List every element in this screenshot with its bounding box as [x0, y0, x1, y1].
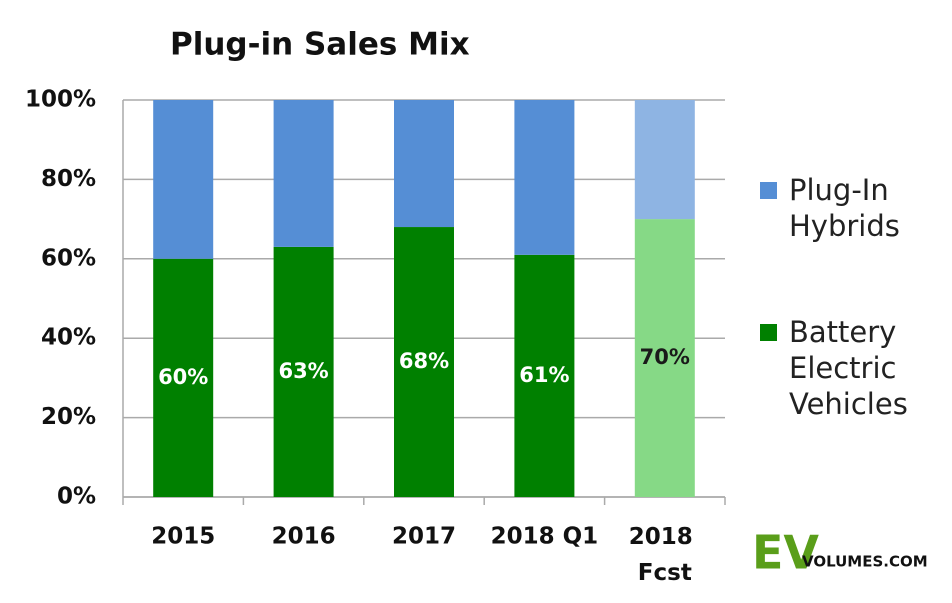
bar-segment: [634, 219, 695, 497]
y-tick-label: 60%: [41, 245, 96, 271]
x-tick-label: 2015: [151, 524, 215, 550]
data-label: 61%: [519, 363, 569, 387]
chart-title: Plug-in Sales Mix: [170, 27, 470, 63]
x-tick-label: 2018 Q1: [491, 524, 599, 550]
x-tick-label: 2016: [272, 524, 336, 550]
data-label: 60%: [158, 365, 208, 389]
bar-segment: [273, 100, 334, 247]
y-tick-label: 0%: [57, 484, 96, 510]
y-tick-label: 40%: [41, 325, 96, 351]
bar-segment: [514, 254, 575, 497]
legend-label: Battery Electric Vehicles: [789, 315, 908, 421]
bar-segment: [634, 100, 695, 220]
x-tick-label: 2018 Fcst: [629, 524, 701, 586]
legend-swatch: [760, 324, 777, 341]
data-label: 70%: [640, 345, 690, 369]
bar-segment: [514, 100, 575, 255]
bar-segment: [394, 227, 454, 498]
y-tick-label: 20%: [41, 404, 96, 430]
logo-ev: EV: [752, 526, 819, 580]
x-tick-label: 2017: [392, 524, 456, 550]
data-label: 63%: [278, 359, 328, 383]
bar-segment: [273, 246, 334, 497]
y-tick-label: 100%: [25, 87, 96, 113]
data-label: 68%: [399, 349, 449, 373]
bar-segment: [394, 100, 454, 228]
legend-swatch: [760, 182, 777, 199]
legend-label: Plug-In Hybrids: [789, 173, 900, 243]
bar-segment: [153, 100, 214, 259]
logo-text: VOLUMES.COM: [802, 553, 928, 571]
bar-segment: [153, 258, 214, 497]
y-tick-label: 80%: [41, 166, 96, 192]
